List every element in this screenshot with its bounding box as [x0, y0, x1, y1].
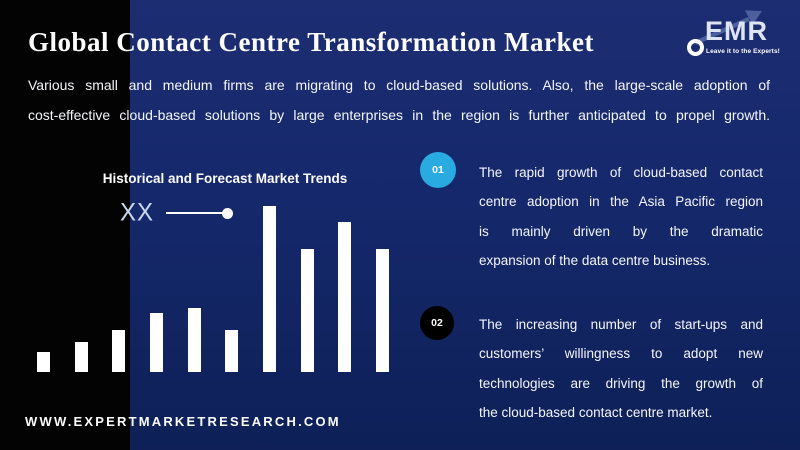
point-1-text: The rapid growth of cloud-based contact c…	[479, 158, 763, 276]
emr-logo: EMR Leave it to the Experts!	[686, 9, 782, 61]
text-line: centre adoption in the Asia Pacific regi…	[479, 194, 763, 210]
page-title: Global Contact Centre Transformation Mar…	[28, 27, 594, 57]
bar-series	[37, 206, 389, 372]
website-url[interactable]: WWW.EXPERTMARKETRESEARCH.COM	[25, 414, 341, 429]
point-2-number: 02	[431, 317, 443, 329]
point-1-number-badge: 01	[420, 152, 456, 188]
emr-logo-text: EMR	[705, 16, 768, 46]
text-line: Various small and medium firms are migra…	[28, 77, 770, 93]
chart-legend: XX	[120, 198, 234, 227]
bar	[149, 313, 163, 372]
point-2-text: The increasing number of start-ups and cu…	[479, 310, 763, 428]
legend-value-label: XX	[120, 198, 155, 227]
intro-paragraph: Various small and medium firms are migra…	[28, 70, 770, 130]
bar	[112, 330, 126, 372]
text-line: cost-effective cloud-based solutions by …	[28, 107, 770, 123]
text-line: technologies are driving the growth of	[479, 375, 763, 391]
point-1-number: 01	[432, 164, 444, 176]
point-2-number-badge: 02	[420, 306, 454, 340]
logo-ring-icon	[687, 39, 704, 56]
bar	[37, 352, 50, 372]
legend-dot-marker	[222, 207, 234, 219]
bar	[187, 308, 201, 372]
bar	[338, 222, 352, 372]
text-line: The increasing number of start-ups and	[479, 317, 763, 332]
legend-line-marker	[166, 211, 225, 215]
bar	[300, 249, 314, 372]
growth-arrow-icon	[694, 10, 762, 46]
text-line: the cloud-based contact centre market.	[479, 405, 713, 421]
bar	[262, 206, 276, 372]
bar	[375, 249, 389, 372]
text-line: is mainly driven by the dramatic	[479, 223, 763, 239]
bar	[225, 330, 239, 372]
logo-tagline: Leave it to the Experts!	[706, 48, 780, 55]
text-line: The rapid growth of cloud-based contact	[479, 165, 763, 180]
bar	[74, 342, 88, 372]
left-black-band	[0, 0, 130, 450]
text-line: expansion of the data centre business.	[479, 253, 711, 269]
chart-title: Historical and Forecast Market Trends	[102, 171, 348, 186]
text-line: customers’ willingness to adopt new	[479, 346, 763, 362]
